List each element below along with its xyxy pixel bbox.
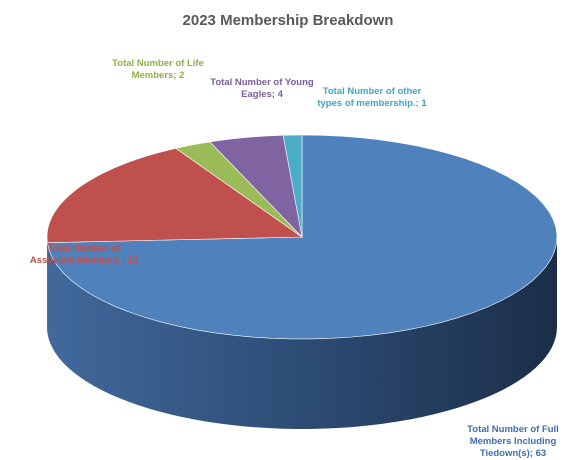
- slice-top: [282, 134, 303, 238]
- pie-slice: [282, 134, 303, 238]
- pie-slice: [175, 141, 303, 238]
- pie-slice: [46, 148, 303, 333]
- slice-top: [46, 148, 303, 243]
- chart-title: 2023 Membership Breakdown: [182, 12, 394, 29]
- slice-top: [209, 134, 303, 238]
- slice-side: [47, 237, 557, 429]
- pie-slice: [209, 134, 303, 238]
- data-label: Total Number of Young Eagles; 4: [210, 77, 314, 100]
- data-label: Total Number of Full Members Including T…: [467, 424, 559, 459]
- data-label: Total Number of Associate Members ; 15: [29, 243, 139, 266]
- slice-top: [175, 141, 303, 238]
- data-label: Total Number of Life Members; 2: [112, 58, 204, 81]
- data-label: Total Number of other types of membershi…: [317, 86, 427, 109]
